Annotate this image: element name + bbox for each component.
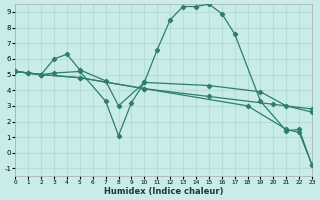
X-axis label: Humidex (Indice chaleur): Humidex (Indice chaleur): [104, 187, 223, 196]
